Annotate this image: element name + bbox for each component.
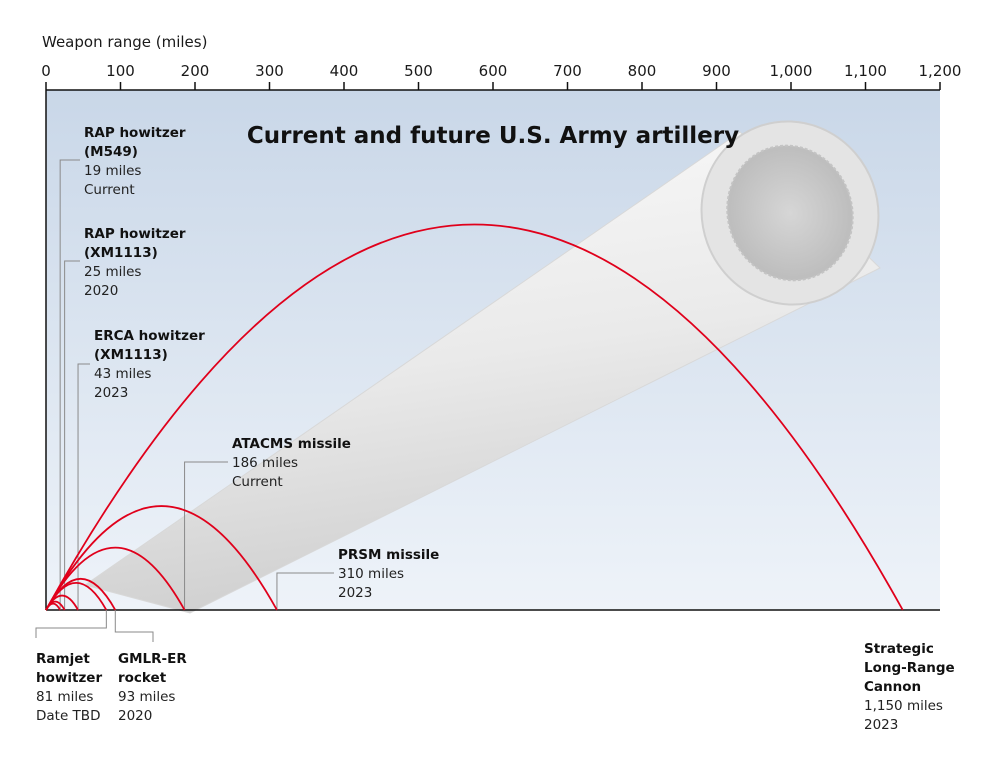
x-tick-label: 600 <box>479 62 508 80</box>
weapon-name: Strategic <box>864 641 934 657</box>
x-tick-label: 400 <box>330 62 359 80</box>
weapon-range: 19 miles <box>84 163 141 179</box>
range-arc-prsm <box>45 505 278 611</box>
leader-gmlr <box>114 610 154 642</box>
weapon-name: Long-Range <box>864 660 955 676</box>
cannon-barrel-illustration <box>83 120 881 614</box>
label-rap-m549: RAP howitzer (M549) 19 miles Current <box>84 125 186 198</box>
leader-erca <box>77 363 90 610</box>
label-gmlr: GMLR-ER rocket 93 miles 2020 <box>118 651 187 724</box>
weapon-date: 2023 <box>864 717 898 733</box>
x-tick-label: 800 <box>628 62 657 80</box>
chart-title: Current and future U.S. Army artillery <box>247 123 739 149</box>
weapon-name: (XM1113) <box>84 245 158 261</box>
x-tick-label: 500 <box>404 62 433 80</box>
label-prsm: PRSM missile 310 miles 2023 <box>338 547 439 601</box>
leader-atacms <box>184 461 228 610</box>
weapon-name: Cannon <box>864 679 921 695</box>
range-arcs <box>45 223 904 611</box>
weapon-name: howitzer <box>36 670 102 686</box>
weapon-range: 310 miles <box>338 566 404 582</box>
weapon-name: rocket <box>118 670 167 686</box>
weapon-date: 2020 <box>84 283 118 299</box>
x-tick-label: 700 <box>553 62 582 80</box>
range-arc-slrc <box>45 223 904 611</box>
leader-lines <box>35 159 334 642</box>
weapon-range: 93 miles <box>118 689 175 705</box>
weapon-date: Current <box>84 182 135 198</box>
weapon-date: 2023 <box>94 385 128 401</box>
weapon-range: 43 miles <box>94 366 151 382</box>
weapon-name: ERCA howitzer <box>94 328 205 344</box>
weapon-date: Date TBD <box>36 708 100 724</box>
label-slrc: Strategic Long-Range Cannon 1,150 miles 2023 <box>864 641 955 733</box>
weapon-name: GMLR-ER <box>118 651 187 667</box>
label-rap-xm1113: RAP howitzer (XM1113) 25 miles 2020 <box>84 226 186 299</box>
weapon-name: Ramjet <box>36 651 90 667</box>
weapon-date: Current <box>232 474 283 490</box>
x-tick-label: 1,000 <box>770 62 813 80</box>
x-tick-label: 900 <box>702 62 731 80</box>
leader-ramjet <box>35 610 107 638</box>
label-atacms: ATACMS missile 186 miles Current <box>232 436 351 490</box>
weapon-name: RAP howitzer <box>84 226 186 242</box>
weapon-range: 186 miles <box>232 455 298 471</box>
label-ramjet: Ramjet howitzer 81 miles Date TBD <box>36 651 102 724</box>
x-tick-label: 0 <box>41 62 51 80</box>
weapon-range: 1,150 miles <box>864 698 943 714</box>
x-axis-title: Weapon range (miles) <box>42 33 207 51</box>
weapon-date: 2023 <box>338 585 372 601</box>
leader-rap-m549 <box>59 159 80 610</box>
label-erca: ERCA howitzer (XM1113) 43 miles 2023 <box>94 328 205 401</box>
x-tick-label: 1,100 <box>844 62 887 80</box>
x-tick-label: 100 <box>106 62 135 80</box>
weapon-range: 25 miles <box>84 264 141 280</box>
x-tick-label: 300 <box>255 62 284 80</box>
weapon-name: RAP howitzer <box>84 125 186 141</box>
leader-prsm <box>276 572 334 610</box>
weapon-name: (M549) <box>84 144 138 160</box>
x-tick-label: 1,200 <box>919 62 962 80</box>
weapon-name: (XM1113) <box>94 347 168 363</box>
weapon-date: 2020 <box>118 708 152 724</box>
leader-rap-xm1113 <box>64 260 80 610</box>
weapon-name: ATACMS missile <box>232 436 351 452</box>
x-axis-ticks: 0 100 200 300 400 500 600 700 800 900 1,000 1,100 1,… <box>41 62 961 90</box>
weapon-range: 81 miles <box>36 689 93 705</box>
weapon-name: PRSM missile <box>338 547 439 563</box>
x-tick-label: 200 <box>181 62 210 80</box>
